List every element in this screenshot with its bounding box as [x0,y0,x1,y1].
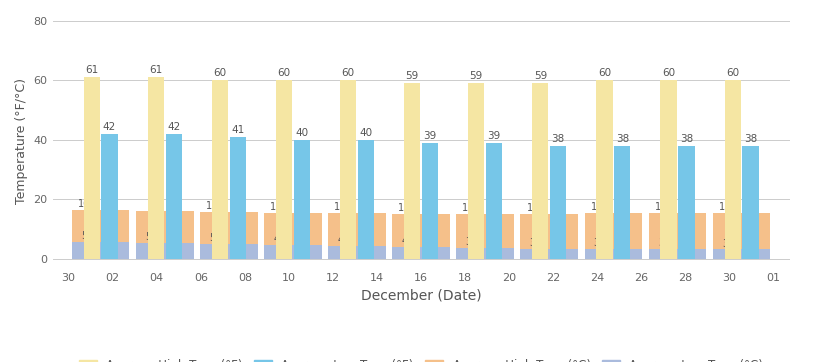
Text: 39: 39 [487,131,500,140]
Text: 15.2: 15.2 [462,203,484,212]
Bar [725,80,740,259]
Text: 5.8: 5.8 [81,231,96,241]
Text: 15.5: 15.5 [719,202,740,212]
Text: 15.4: 15.4 [655,202,676,212]
Text: 60: 60 [213,68,227,78]
Bar [404,83,420,259]
Bar [200,244,257,259]
Bar [486,143,502,259]
Text: 40: 40 [359,127,373,138]
Bar [148,77,164,259]
Text: 60: 60 [341,68,354,78]
Bar [648,249,706,259]
Text: 3.8: 3.8 [466,237,481,247]
Text: 15.2: 15.2 [526,203,548,212]
Text: 15.2: 15.2 [398,203,420,212]
Bar [136,243,193,259]
Text: 15.5: 15.5 [270,202,292,212]
Text: 59: 59 [470,71,483,81]
Bar [328,214,386,259]
Bar [584,214,642,259]
Text: 15.7: 15.7 [206,201,227,211]
Bar [468,83,485,259]
Text: 42: 42 [167,122,180,132]
Text: 5.4: 5.4 [145,232,160,242]
Bar [340,80,356,259]
Bar [678,146,695,259]
Bar [71,242,129,259]
Text: 38: 38 [680,134,693,143]
Text: 60: 60 [277,68,290,78]
Text: 16: 16 [147,200,159,210]
Legend: Average High Temp(°F), Average Low Temp(°F), Average High Temp(°C), Average Low : Average High Temp(°F), Average Low Temp(… [74,355,768,362]
Text: 15.3: 15.3 [591,202,613,212]
Bar [520,214,579,259]
Bar [422,143,438,259]
Text: 3.4: 3.4 [593,238,609,248]
Bar [276,80,292,259]
Text: 38: 38 [616,134,629,143]
Bar [713,213,770,259]
Text: 60: 60 [598,68,611,78]
Bar [596,80,613,259]
Bar [520,249,579,259]
Bar [457,248,514,259]
Text: 61: 61 [85,65,98,75]
Bar [393,214,450,259]
Bar [264,213,322,259]
Text: 4.4: 4.4 [338,235,353,245]
Text: 3.2: 3.2 [722,239,737,249]
Text: 4.1: 4.1 [402,236,417,246]
Text: 60: 60 [726,68,740,78]
Bar [71,210,129,259]
Text: 16.3: 16.3 [78,199,100,209]
Text: 40: 40 [295,127,309,138]
Text: 3.5: 3.5 [530,237,545,248]
Bar [550,146,566,259]
Bar [614,146,631,259]
Y-axis label: Temperature (°F/°C): Temperature (°F/°C) [15,79,28,205]
Bar [393,247,450,259]
Text: 5.1: 5.1 [209,233,225,243]
Bar [212,80,228,259]
Bar [264,245,322,259]
Bar [230,137,246,259]
Bar [661,80,676,259]
Text: 4.7: 4.7 [273,234,289,244]
Bar [358,140,374,259]
Bar [101,134,118,259]
Text: 61: 61 [149,65,163,75]
Bar [165,134,182,259]
Bar [328,246,386,259]
Text: 60: 60 [662,68,675,78]
Bar [532,83,549,259]
Text: 39: 39 [423,131,437,140]
Text: 59: 59 [534,71,547,81]
Bar [648,213,706,259]
Bar [84,77,100,259]
Bar [457,214,514,259]
Text: 38: 38 [744,134,757,143]
Bar [200,212,257,259]
X-axis label: December (Date): December (Date) [361,288,481,302]
Text: 38: 38 [552,134,565,143]
Bar [294,140,310,259]
Bar [584,249,642,259]
Text: 41: 41 [231,125,244,135]
Bar [713,249,770,259]
Text: 15.3: 15.3 [334,202,356,212]
Text: 42: 42 [103,122,116,132]
Text: 59: 59 [406,71,419,81]
Bar [742,146,759,259]
Bar [136,211,193,259]
Text: 3.3: 3.3 [658,238,673,248]
